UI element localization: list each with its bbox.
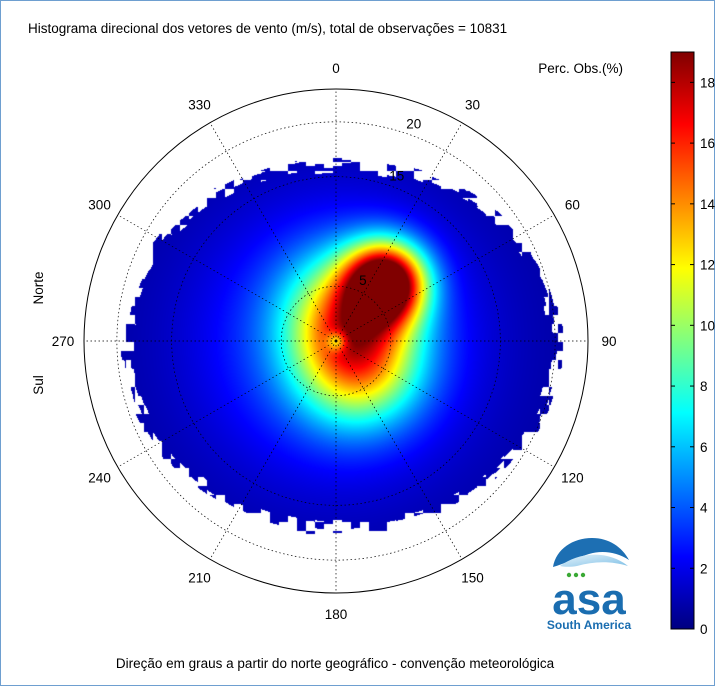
logo-text: asa bbox=[552, 575, 626, 624]
polar-grid bbox=[84, 89, 588, 593]
logo-dot-icon bbox=[580, 572, 586, 578]
logo-wave-highlight-icon bbox=[560, 554, 628, 567]
side-label-sul: Sul bbox=[31, 375, 46, 395]
angle-tick-label: 120 bbox=[561, 471, 584, 486]
angle-tick-label: 240 bbox=[88, 471, 111, 486]
angle-tick-label: 0 bbox=[332, 61, 340, 76]
colorbar: 0 2 4 6 8 10 12 14 16 18 bbox=[670, 51, 715, 637]
logo-dot-icon bbox=[573, 572, 579, 578]
angle-tick-label: 330 bbox=[188, 98, 211, 113]
radial-grid-circle bbox=[280, 285, 392, 397]
angle-tick-label: 60 bbox=[565, 198, 580, 213]
angle-tick-label: 180 bbox=[325, 607, 348, 622]
radial-tick-label: 5 bbox=[359, 273, 367, 288]
radial-tick-labels: 5 15 20 bbox=[359, 117, 421, 288]
colorbar-tick-label: 10 bbox=[700, 318, 715, 333]
angle-tick-label: 30 bbox=[465, 98, 480, 113]
colorbar-scale bbox=[670, 51, 695, 630]
colorbar-tick-label: 4 bbox=[700, 501, 708, 516]
radial-tick-label: 15 bbox=[389, 169, 404, 184]
colorbar-tick-label: 12 bbox=[700, 258, 715, 273]
angle-tick-label: 150 bbox=[461, 570, 484, 585]
side-label-norte: Norte bbox=[31, 271, 46, 304]
colorbar-tick-label: 16 bbox=[700, 136, 715, 151]
angle-tick-labels: 0 30 60 90 120 150 180 210 240 270 300 330 bbox=[52, 61, 617, 622]
colorbar-ticks: 0 2 4 6 8 10 12 14 16 18 bbox=[671, 75, 715, 637]
angle-tick-label: 90 bbox=[601, 334, 616, 349]
asa-logo: asa South America bbox=[547, 538, 632, 632]
polar-outer-circle bbox=[83, 88, 589, 594]
angle-tick-label: 270 bbox=[52, 334, 75, 349]
radial-grid-circle bbox=[116, 121, 556, 561]
angle-tick-label: 210 bbox=[188, 570, 211, 585]
x-axis-label: Direção em graus a partir do norte geogr… bbox=[116, 656, 555, 671]
colorbar-tick-label: 6 bbox=[700, 440, 708, 455]
colorbar-tick-label: 14 bbox=[700, 197, 715, 212]
colorbar-tick-label: 8 bbox=[700, 379, 708, 394]
chart-title: Histograma direcional dos vetores de ven… bbox=[28, 21, 507, 36]
logo-dot-icon bbox=[566, 572, 572, 578]
angle-tick-label: 300 bbox=[88, 198, 111, 213]
radial-tick-label: 20 bbox=[406, 117, 421, 132]
colorbar-tick-label: 2 bbox=[700, 561, 708, 576]
logo-subtitle: South America bbox=[547, 618, 632, 632]
colorbar-label: Perc. Obs.(%) bbox=[538, 61, 623, 76]
colorbar-tick-label: 0 bbox=[700, 622, 708, 637]
colorbar-tick-label: 18 bbox=[700, 75, 715, 90]
